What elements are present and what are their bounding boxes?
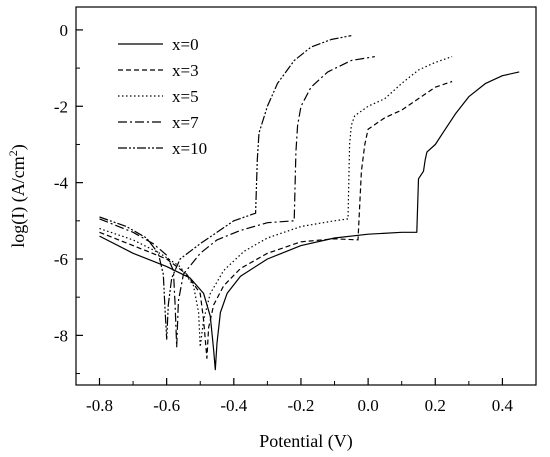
x-tick-label: 0.2 (425, 396, 446, 415)
series-line-x=3 (99, 80, 453, 359)
y-tick-label: 0 (60, 21, 69, 40)
y-tick-label: -6 (54, 250, 68, 269)
legend-label: x=10 (172, 139, 207, 158)
legend-label: x=3 (172, 61, 199, 80)
y-tick-label: -8 (54, 326, 68, 345)
series-line-x=7 (99, 56, 375, 348)
x-tick-label: -0.6 (153, 396, 180, 415)
y-axis-title-tail: ) (8, 144, 29, 150)
plot-frame (75, 6, 537, 386)
series-line-x=10 (99, 35, 352, 340)
x-tick-label: -0.8 (86, 396, 113, 415)
series-layer (99, 35, 520, 371)
legend-label: x=5 (172, 87, 199, 106)
series-line-x=0 (99, 71, 520, 371)
x-tick-label: 0.0 (357, 396, 378, 415)
legend-label: x=7 (172, 113, 199, 132)
x-axis-title: Potential (V) (259, 431, 352, 452)
series-line-x=5 (99, 56, 453, 348)
x-tick-label: -0.4 (220, 396, 247, 415)
y-axis-title-main: log(I) (A/cm (8, 156, 29, 247)
legend: x=0 x=3 x=5 x=7 x=10 (118, 35, 207, 158)
y-axis-ticks: 0 -2 -4 -6 -8 (54, 21, 83, 375)
x-tick-label: 0.4 (492, 396, 514, 415)
y-tick-label: -2 (54, 97, 68, 116)
y-axis-title-superscript: 2 (6, 150, 20, 156)
x-axis-ticks: -0.8 -0.6 -0.4 -0.2 0.0 0.2 0.4 (86, 378, 514, 415)
legend-label: x=0 (172, 35, 199, 54)
x-tick-label: -0.2 (288, 396, 315, 415)
y-axis-title: log(I) (A/cm2) (6, 144, 29, 247)
y-tick-label: -4 (54, 174, 69, 193)
